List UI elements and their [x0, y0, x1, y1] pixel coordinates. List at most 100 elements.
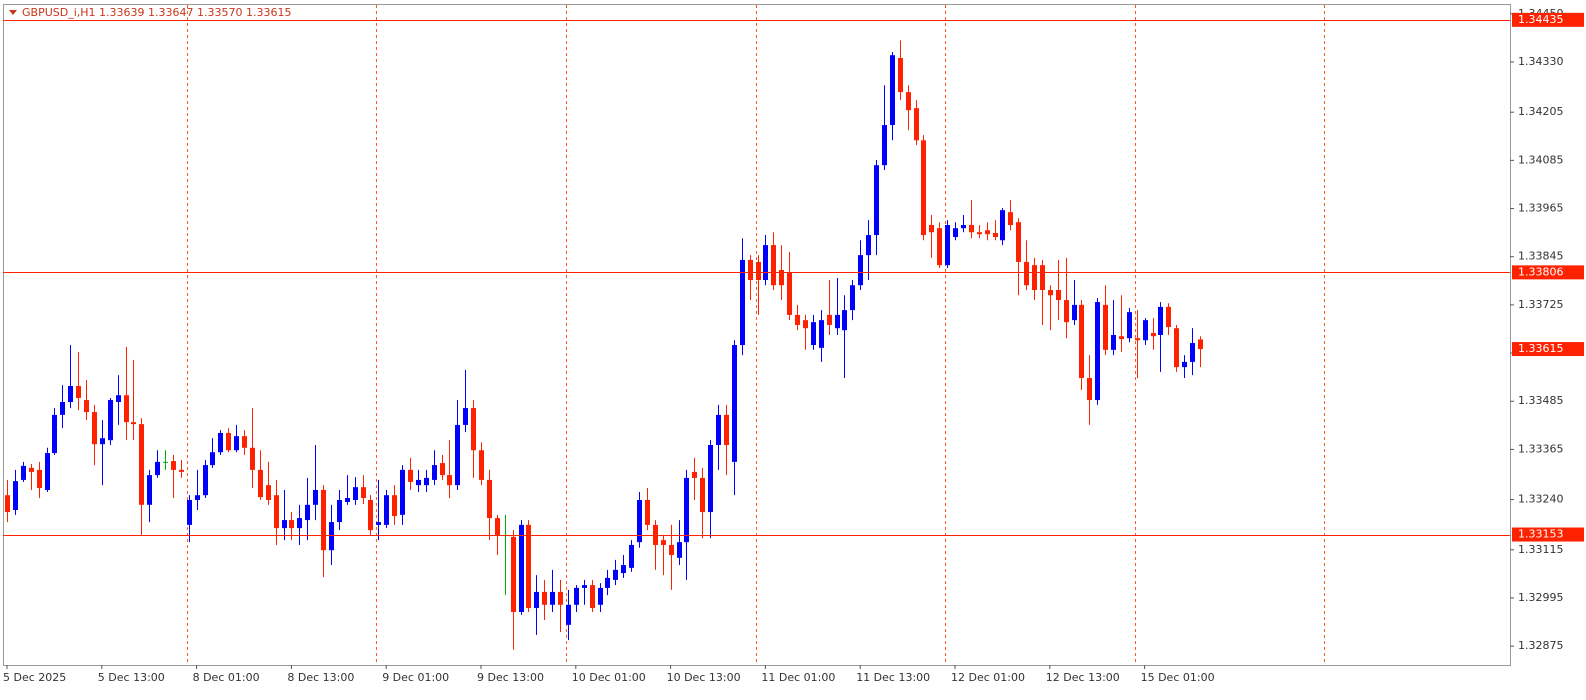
candle-body [803, 320, 808, 329]
candle-body [1174, 328, 1179, 368]
overlay-layer: 1.34435 1.33806 1.33153 1.33615 [3, 12, 1584, 542]
candle-body [432, 465, 437, 480]
candle-body [179, 469, 184, 472]
candle-body [1190, 343, 1195, 362]
x-tick-label: 5 Dec 13:00 [98, 671, 165, 684]
candle-body [195, 495, 200, 500]
candle-body [945, 225, 950, 266]
candle-body [1198, 339, 1203, 350]
candle-body [756, 261, 761, 280]
price-line-label: 1.33153 [1518, 528, 1564, 541]
candle-body [740, 259, 745, 346]
candle-body [361, 487, 366, 498]
candle-body [1016, 222, 1021, 262]
candle-body [977, 232, 982, 235]
candle-body [811, 322, 816, 346]
x-tick-label: 5 Dec 2025 [3, 671, 66, 684]
candle-body [1095, 302, 1100, 401]
x-tick-label: 11 Dec 01:00 [761, 671, 835, 684]
candle-body [961, 225, 966, 229]
candle-body [147, 475, 152, 505]
candle-body [100, 438, 105, 445]
candle-body [1111, 335, 1116, 350]
candle-body [274, 495, 279, 529]
candle-body [898, 57, 903, 93]
candle-body [534, 591, 539, 608]
y-tick-label: 1.33485 [1518, 394, 1564, 407]
candle-body [1127, 312, 1132, 339]
candle-body [463, 408, 468, 425]
candle-body [653, 524, 658, 545]
y-tick-label: 1.34205 [1518, 105, 1564, 118]
price-line-tag [1512, 12, 1584, 27]
candle-body [637, 500, 642, 543]
candle-body [13, 481, 18, 511]
candle-body [45, 453, 50, 490]
candle-body [124, 395, 129, 423]
candle-body [835, 314, 840, 329]
candle-body [171, 461, 176, 470]
x-tick-label: 12 Dec 13:00 [1046, 671, 1120, 684]
candle-body [353, 487, 358, 500]
candle-body [479, 450, 484, 480]
candle-body [321, 489, 326, 551]
candle-body [700, 477, 705, 513]
candle-body [1008, 212, 1013, 225]
candle-body [1079, 304, 1084, 378]
candle-body [882, 125, 887, 166]
y-tick-label: 1.33845 [1518, 250, 1564, 263]
candle-body [1103, 304, 1108, 350]
candle-body [779, 269, 784, 286]
candle-body [1143, 320, 1148, 341]
candle-body [621, 565, 626, 574]
y-tick-label: 1.33365 [1518, 442, 1564, 455]
x-tick-label: 12 Dec 01:00 [951, 671, 1025, 684]
candle-body [37, 469, 42, 488]
candle-body [906, 92, 911, 111]
candle-body [384, 495, 389, 525]
candle-body [566, 604, 571, 625]
candle-body [250, 447, 255, 470]
candle-body [289, 520, 294, 529]
candle-body [282, 520, 287, 529]
candle-layer [5, 40, 1203, 650]
candle-body [827, 314, 832, 325]
candle-body [242, 436, 247, 448]
candle-body [890, 55, 895, 126]
candle-body [60, 402, 65, 415]
candle-body [716, 414, 721, 445]
candle-body [368, 500, 373, 531]
candle-body [210, 452, 215, 466]
candle-body [471, 408, 476, 451]
candle-body [455, 424, 460, 486]
candle-body [1024, 261, 1029, 286]
candle-body [1087, 377, 1092, 401]
candle-body [400, 469, 405, 515]
grid-layer: 1.344501.343301.342051.340851.339651.338… [3, 5, 1564, 684]
candle-body [29, 467, 34, 472]
y-tick-label: 1.34085 [1518, 153, 1564, 166]
candle-body [92, 412, 97, 445]
candle-body [440, 463, 445, 476]
y-tick-label: 1.32995 [1518, 591, 1564, 604]
candle-body [68, 385, 73, 403]
candle-body [574, 587, 579, 605]
candle-body [226, 432, 231, 451]
x-tick-label: 15 Dec 01:00 [1141, 671, 1215, 684]
candle-body [139, 424, 144, 505]
candle-body [684, 477, 689, 543]
candle-body [598, 587, 603, 605]
candle-body [5, 495, 10, 513]
header-arrow[interactable] [9, 10, 17, 15]
last-price-tag [1512, 342, 1584, 357]
y-tick-label: 1.33965 [1518, 202, 1564, 215]
candle-body [669, 544, 674, 555]
chart-title: GBPUSD_i,H1 1.33639 1.33647 1.33570 1.33… [22, 6, 291, 19]
candle-body [1182, 361, 1187, 368]
candle-body [724, 414, 729, 445]
candle-body [258, 469, 263, 498]
candle-body [1158, 306, 1163, 335]
candle-body [511, 536, 516, 613]
candle-body [969, 225, 974, 233]
candle-body [929, 225, 934, 233]
